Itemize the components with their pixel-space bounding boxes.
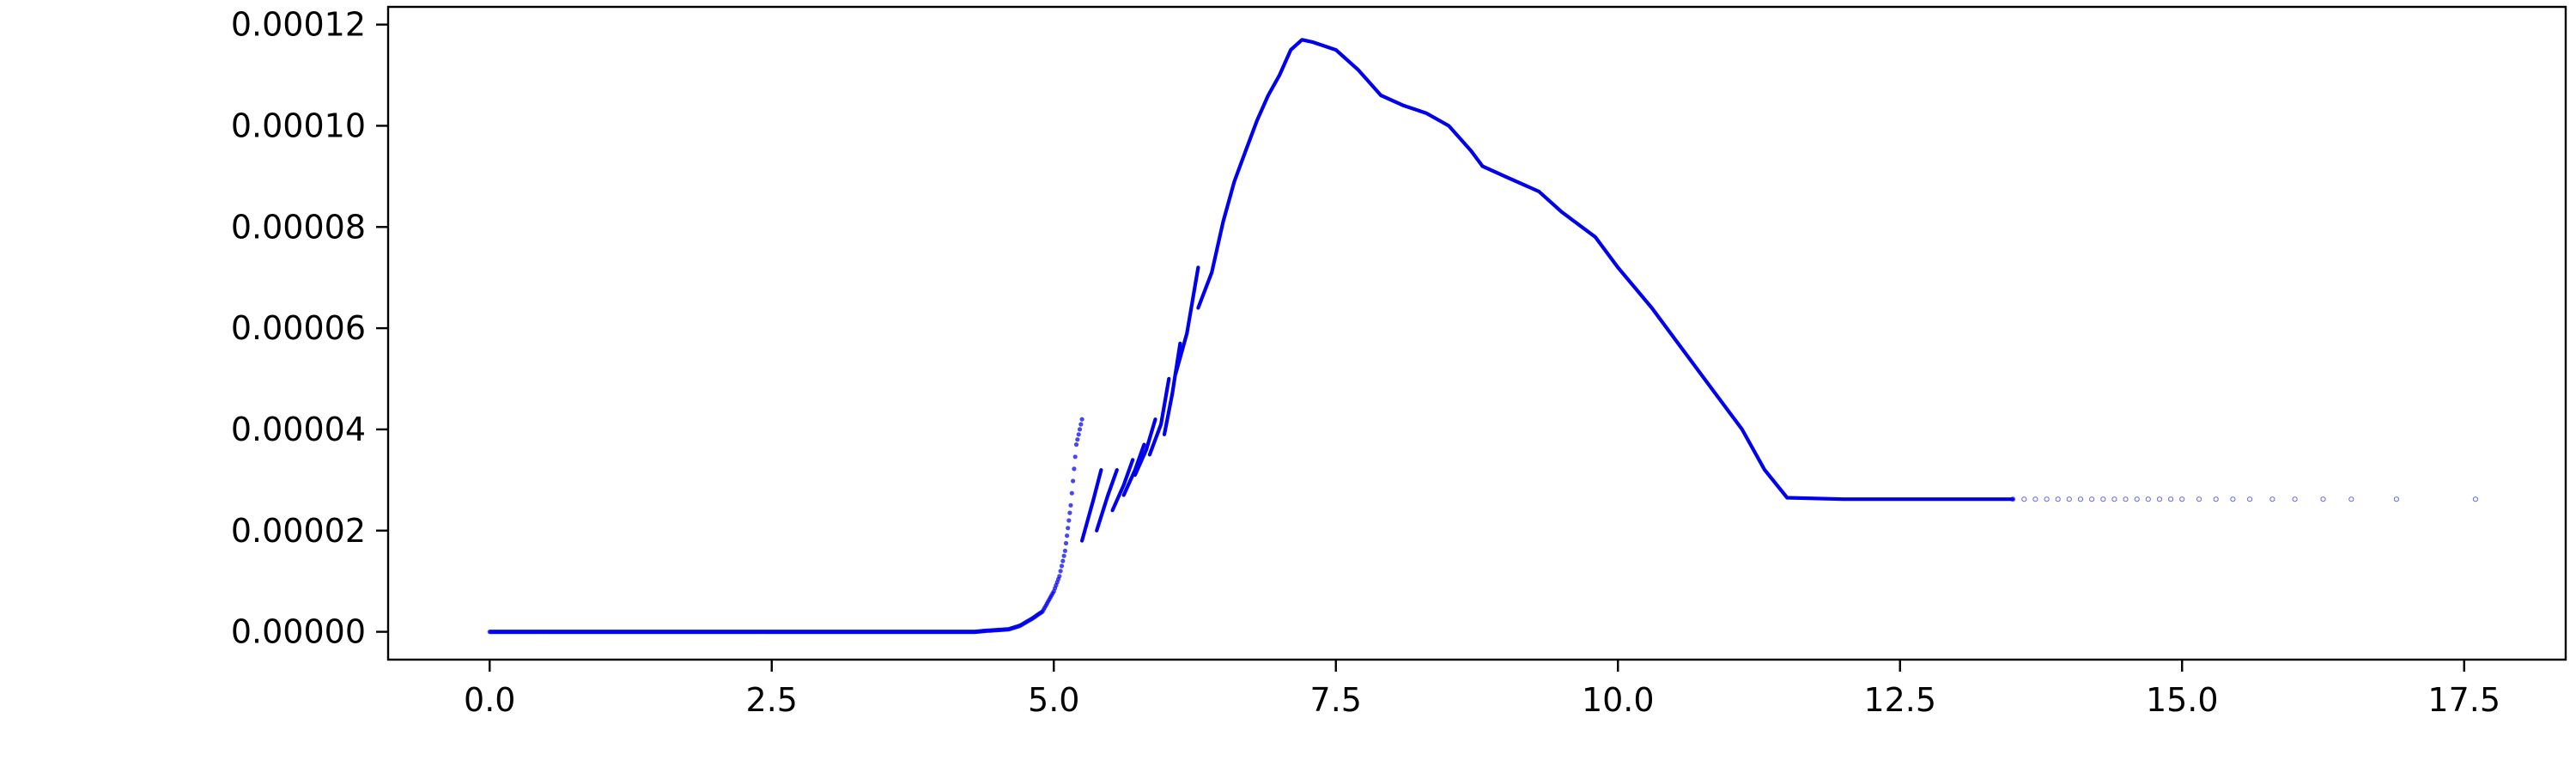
y-tick-label-5: 0.00010 — [231, 107, 366, 144]
series-3-line — [1110, 458, 1135, 513]
series-10-point-23 — [2348, 496, 2354, 502]
series-8-line — [1174, 265, 1200, 376]
series-10-point-21 — [2292, 496, 2298, 502]
series-10-point-17 — [2213, 496, 2219, 502]
series-0-point-521 — [1071, 478, 1076, 484]
y-tick-label-2: 0.00004 — [231, 411, 366, 448]
series-0-point-520 — [1069, 490, 1074, 496]
y-tick-label-1: 0.00002 — [231, 512, 366, 550]
series-9-line — [1196, 38, 2015, 502]
series-7-line — [1162, 341, 1182, 436]
series-10-point-15 — [2179, 496, 2185, 502]
series-2-line — [1095, 468, 1119, 533]
series-10-point-18 — [2230, 496, 2236, 502]
x-tick-label-1: 2.5 — [746, 681, 798, 719]
series-10-point-6 — [2077, 496, 2084, 502]
y-tick-label-0: 0.00000 — [231, 613, 366, 651]
series-5-line — [1133, 417, 1157, 478]
y-tick-label-6: 0.00012 — [231, 6, 366, 44]
series-0-point-511 — [1060, 558, 1066, 563]
plot-frame — [386, 5, 2567, 661]
series-10-point-22 — [2320, 496, 2326, 502]
plot-marks — [487, 38, 2478, 635]
x-tick-label-2: 5.0 — [1028, 681, 1079, 719]
series-10-point-2 — [2032, 496, 2038, 502]
x-tick-label-4: 10.0 — [1582, 681, 1655, 719]
series-0-point-513 — [1062, 548, 1067, 553]
series-0-point-510 — [1059, 563, 1065, 569]
series-10-point-13 — [2156, 496, 2163, 502]
series-0-point-527 — [1077, 427, 1083, 432]
series-0-point-523 — [1072, 454, 1078, 460]
series-0-point-524 — [1073, 442, 1079, 447]
series-1-line — [1080, 468, 1103, 543]
series-0-point-526 — [1076, 432, 1081, 437]
series-0-point-514 — [1063, 540, 1069, 546]
series-0-point-519 — [1068, 502, 1073, 508]
series-0-point-512 — [1061, 553, 1066, 558]
y-tick-label-3: 0.00006 — [231, 309, 366, 347]
series-10-point-0 — [2010, 496, 2016, 502]
series-0-point-517 — [1066, 518, 1072, 523]
series-10-point-8 — [2100, 496, 2106, 502]
x-tick-label-7: 17.5 — [2427, 681, 2500, 719]
series-10-point-19 — [2247, 496, 2253, 502]
series-10-point-3 — [2044, 496, 2050, 502]
series-4-line — [1121, 442, 1146, 497]
x-tick-label-6: 15.0 — [2146, 681, 2219, 719]
series-10-point-10 — [2123, 496, 2129, 502]
series-0-point-528 — [1078, 422, 1084, 427]
series-10-point-14 — [2168, 496, 2174, 502]
series-10-point-12 — [2145, 496, 2151, 502]
series-10-point-1 — [2021, 496, 2027, 502]
series-10-point-11 — [2134, 496, 2140, 502]
series-0-point-522 — [1072, 466, 1077, 472]
series-10-point-20 — [2269, 496, 2275, 502]
series-0-point-508 — [1057, 574, 1062, 579]
series-10-point-9 — [2111, 496, 2117, 502]
series-6-line — [1147, 376, 1171, 457]
y-axis: 0.00000 0.00002 0.00004 0.00006 0.00008 0.000… — [231, 6, 388, 651]
series-0-point-509 — [1058, 569, 1063, 574]
y-tick-label-4: 0.00008 — [231, 208, 366, 246]
series-0-point-529 — [1079, 417, 1084, 422]
x-tick-label-5: 12.5 — [1863, 681, 1936, 719]
x-tick-label-3: 7.5 — [1310, 681, 1362, 719]
series-10-point-5 — [2066, 496, 2072, 502]
series-10-point-16 — [2196, 496, 2202, 502]
series-0-point-518 — [1067, 510, 1072, 515]
series-0-point-515 — [1065, 533, 1070, 539]
series-0-point-516 — [1066, 526, 1071, 531]
series-10-point-25 — [2472, 496, 2478, 502]
x-tick-label-0: 0.0 — [464, 681, 515, 719]
x-axis: 0.0 2.5 5.0 7.5 10.0 12.5 15.0 17.5 — [464, 660, 2500, 719]
series-10-point-4 — [2055, 496, 2061, 502]
series-10-point-24 — [2393, 496, 2399, 502]
series-0-point-525 — [1075, 437, 1080, 442]
series-10-point-7 — [2089, 496, 2095, 502]
